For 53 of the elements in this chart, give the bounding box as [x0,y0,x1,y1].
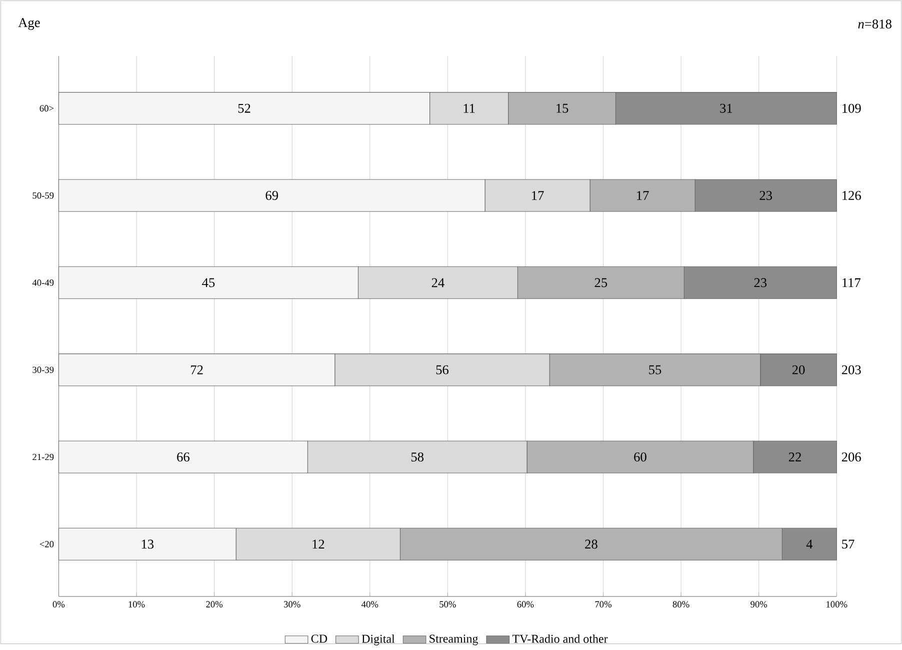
x-tick-label: 10% [128,601,145,608]
annotation: 17 [532,191,544,200]
annotation: 23 [754,278,767,288]
legend-label: CD [311,634,328,643]
text: 57 [842,540,854,548]
annotation: 45 [202,278,215,288]
annotation: 12 [312,540,324,548]
x-tick-label: 20% [206,601,223,608]
text: 126 [842,190,861,200]
annotation: 58 [411,452,424,462]
x-tick-label: 30% [284,601,300,608]
annotation: 66 [177,452,190,462]
annotation: 13 [142,540,154,549]
x-tick-label: 80% [672,601,690,608]
text: 203 [842,365,861,374]
y-tick-label: <20 [40,540,54,548]
annotation: 72 [191,365,203,374]
annotation: 28 [585,540,598,549]
x-tick-label: 90% [750,601,768,608]
annotation: 23 [760,190,772,200]
y-tick-label: 30-39 [32,366,54,373]
annotation: 69 [266,190,278,200]
y-tick-label: 40-49 [32,279,54,286]
annotation: 22 [788,452,801,462]
annotation: 55 [649,365,662,374]
annotation: 11 [464,104,475,113]
y-tick-label: 50-59 [32,192,54,199]
x-tick-label: 40% [362,601,378,608]
annotation: 24 [432,278,444,288]
y-axis-title: Age [18,18,40,30]
annotation: 20 [792,365,805,374]
x-tick-label: 60% [517,601,534,608]
annotation: 25 [594,278,608,288]
x-tick-label: 0% [52,601,65,608]
annotation: 52 [238,104,250,113]
legend-label: Streaming [430,634,478,646]
y-tick-label: 21-29 [32,454,54,460]
annotation: 17 [637,191,649,200]
y-tick-label: 60> [40,105,54,112]
annotation: 56 [436,365,449,374]
x-tick-label: 50% [440,601,456,608]
text: 206 [842,452,861,462]
annotation: 15 [556,104,568,113]
x-tick-label: 100% [826,601,848,608]
text: 117 [842,278,860,287]
annotation: 4 [806,540,813,548]
x-tick-label: 70% [595,601,612,608]
annotation: 60 [634,452,646,462]
text: 109 [842,104,861,113]
annotation: 31 [720,104,732,113]
legend-label: TV-Radio and other [512,634,608,643]
text: n=818 [858,19,892,28]
legend-label: Digital [362,634,395,646]
